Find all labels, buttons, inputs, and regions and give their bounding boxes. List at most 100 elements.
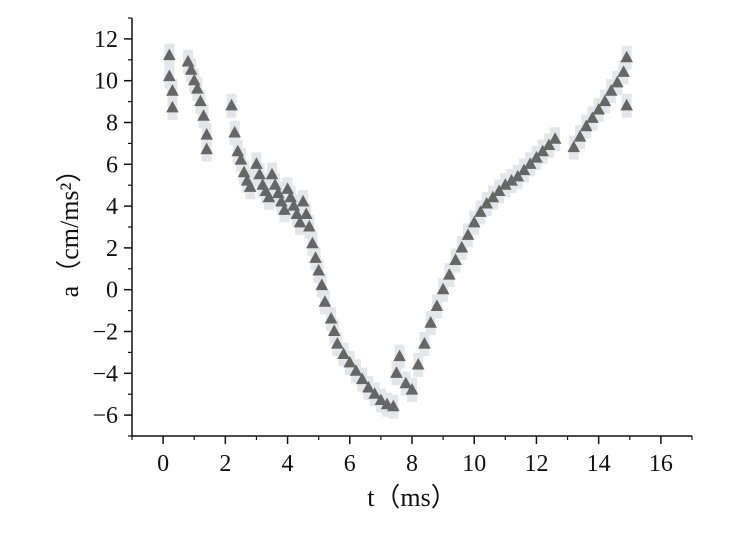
data-point (424, 316, 437, 328)
data-point (620, 98, 633, 111)
x-tick-label: 12 (524, 451, 548, 477)
data-point (362, 380, 375, 393)
x-tick-label: 4 (282, 451, 294, 477)
data-point (250, 157, 263, 169)
data-point (262, 190, 276, 203)
data-point (303, 220, 316, 232)
data-point (315, 278, 329, 291)
data-point (387, 399, 400, 412)
data-point (499, 178, 512, 190)
data-point (474, 205, 487, 217)
data-point (393, 349, 406, 362)
axes (124, 17, 693, 444)
data-point (253, 167, 266, 180)
data-point (598, 94, 612, 107)
data-point (586, 111, 599, 123)
x-tick-label: 16 (649, 451, 673, 477)
data-point (228, 125, 241, 138)
data-point (200, 128, 213, 140)
data-point (343, 355, 357, 368)
data-point (197, 109, 210, 121)
data-point (523, 157, 537, 169)
data-point (548, 132, 562, 144)
data-point (306, 236, 319, 249)
data-point (166, 100, 179, 113)
data-point (166, 84, 179, 96)
data-point (349, 364, 363, 376)
data-point (312, 263, 325, 276)
data-point (592, 102, 605, 115)
data-point (225, 98, 238, 111)
data-point (542, 138, 556, 151)
x-tick-label: 14 (587, 451, 611, 477)
data-point (511, 169, 525, 182)
data-point (505, 174, 518, 186)
data-point (234, 153, 248, 165)
data-point (200, 142, 213, 155)
x-tick-label: 6 (344, 451, 356, 477)
data-point (194, 94, 207, 107)
data-point (480, 197, 493, 209)
data-point (324, 311, 338, 324)
data-point (461, 228, 475, 240)
data-point (455, 240, 469, 253)
data-point (579, 119, 593, 132)
data-point (430, 299, 444, 311)
y-tick-label: 10 (94, 69, 118, 95)
data-point (191, 82, 204, 94)
data-point (611, 75, 624, 88)
data-point (573, 130, 587, 142)
data-point (604, 84, 618, 96)
data-point (620, 50, 633, 63)
y-tick-label: 6 (106, 152, 118, 178)
y-tick-label: 2 (106, 236, 118, 262)
data-point (517, 163, 531, 176)
data-point (163, 48, 176, 61)
data-point (318, 295, 332, 307)
y-tick-label: 8 (106, 111, 118, 137)
uncertainty-band-layer (164, 43, 632, 419)
data-point (436, 282, 450, 295)
data-point (399, 376, 413, 389)
data-point (411, 357, 425, 370)
y-tick-label: 4 (106, 194, 118, 220)
data-point (278, 203, 291, 215)
data-point (184, 63, 198, 75)
data-point (265, 167, 279, 180)
data-point (486, 190, 500, 203)
data-point (163, 69, 176, 82)
data-point (293, 215, 307, 228)
data-point (368, 387, 381, 399)
y-tick-label: −4 (92, 361, 118, 387)
data-point (567, 140, 581, 153)
data-point (492, 184, 506, 197)
y-tick-label: −6 (92, 403, 118, 429)
y-tick-label: 0 (106, 278, 118, 304)
x-tick-label: 0 (157, 451, 169, 477)
data-point (331, 337, 344, 349)
data-point (327, 324, 341, 337)
x-tick-label: 8 (406, 451, 418, 477)
data-point (449, 253, 462, 265)
x-tick-label: 2 (219, 451, 231, 477)
y-axis-title: a（cm/ms²） (55, 157, 84, 298)
x-tick-label: 10 (462, 451, 486, 477)
data-point (299, 207, 313, 220)
data-point (467, 215, 481, 228)
y-tick-label: −2 (92, 320, 118, 346)
data-point (443, 268, 456, 280)
data-point (337, 347, 350, 360)
data-point (355, 372, 369, 385)
data-point (374, 393, 388, 406)
data-point (243, 180, 257, 192)
data-point (418, 337, 431, 349)
data-point (536, 144, 549, 157)
y-tick-label: 12 (94, 27, 118, 53)
data-point (296, 194, 310, 207)
data-points-layer (163, 48, 633, 412)
tick-labels: 0 2 4 6 8 10 12 14 16 −6 −4 −2 0 2 4 6 8 10 12 (92, 27, 672, 477)
data-point (405, 383, 419, 395)
x-axis-title: t（ms） (367, 483, 457, 512)
